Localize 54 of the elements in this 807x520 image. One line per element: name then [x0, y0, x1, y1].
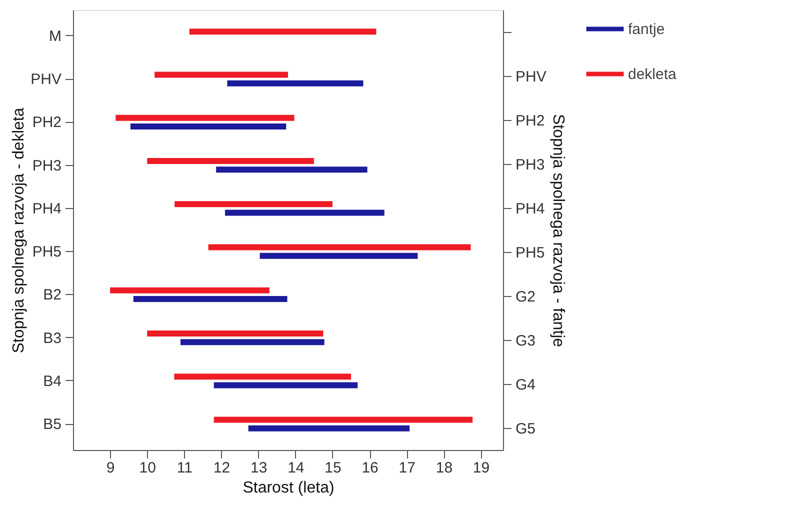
bar	[147, 330, 324, 337]
y2-tick-label: G2	[516, 288, 536, 306]
x-tick-label: 10	[139, 460, 156, 476]
bar	[260, 252, 418, 259]
y-tick-label: PH5	[32, 244, 62, 261]
legend-label: fantje	[628, 21, 665, 38]
x-tick-label: 12	[213, 460, 230, 476]
x-axis-title: Starost (leta)	[242, 480, 334, 496]
bar	[214, 382, 358, 388]
bar	[110, 287, 270, 294]
bar	[227, 80, 364, 86]
bar	[189, 28, 376, 35]
y2-tick-label: PH5	[516, 244, 545, 262]
bar	[116, 114, 294, 121]
bar	[216, 166, 368, 173]
bar	[180, 339, 324, 346]
bar	[133, 296, 288, 302]
x-tick-label: 11	[176, 460, 192, 476]
y2-tick-label: G5	[516, 420, 536, 438]
y2-tick-label: PHV	[516, 68, 546, 86]
y-tick-label: B5	[43, 416, 62, 434]
y-tick-label: M	[49, 28, 62, 45]
y2-axis-title: Stopnja spolnega razvoja - fantje	[549, 114, 566, 348]
bar	[224, 210, 384, 216]
y2-tick-label: PH4	[516, 200, 545, 218]
bar	[208, 244, 471, 250]
y-tick-label: PH3	[32, 157, 62, 174]
bar	[147, 158, 314, 164]
y2-tick-label: PH3	[516, 156, 545, 174]
bar	[174, 374, 352, 380]
y-tick-label: B2	[43, 286, 62, 304]
x-tick-label: 17	[398, 460, 416, 476]
bar	[174, 201, 332, 208]
x-tick-label: 19	[472, 460, 490, 476]
x-tick-label: 9	[106, 460, 115, 476]
y-tick-label: PHV	[30, 71, 62, 88]
bar	[154, 72, 288, 78]
y-tick-label: PH4	[32, 200, 62, 218]
x-tick-label: 16	[362, 460, 378, 476]
x-tick-label: 13	[250, 460, 268, 476]
y2-tick-label: G4	[516, 376, 536, 394]
y-tick-label: PH2	[32, 114, 62, 132]
bar	[214, 416, 473, 423]
legend-label: dekleta	[628, 66, 678, 83]
y2-tick-label: G3	[516, 332, 536, 350]
y-axis-title: Stopnja spolnega razvoja - dekleta	[10, 108, 28, 354]
bar	[130, 123, 286, 130]
bar	[248, 425, 410, 432]
y-tick-label: B4	[43, 372, 62, 390]
x-tick-label: 18	[436, 460, 453, 476]
y-tick-label: B3	[43, 330, 62, 347]
x-tick-label: 15	[324, 460, 342, 476]
x-tick-label: 14	[288, 460, 304, 476]
y2-tick-label: PH2	[516, 112, 545, 130]
